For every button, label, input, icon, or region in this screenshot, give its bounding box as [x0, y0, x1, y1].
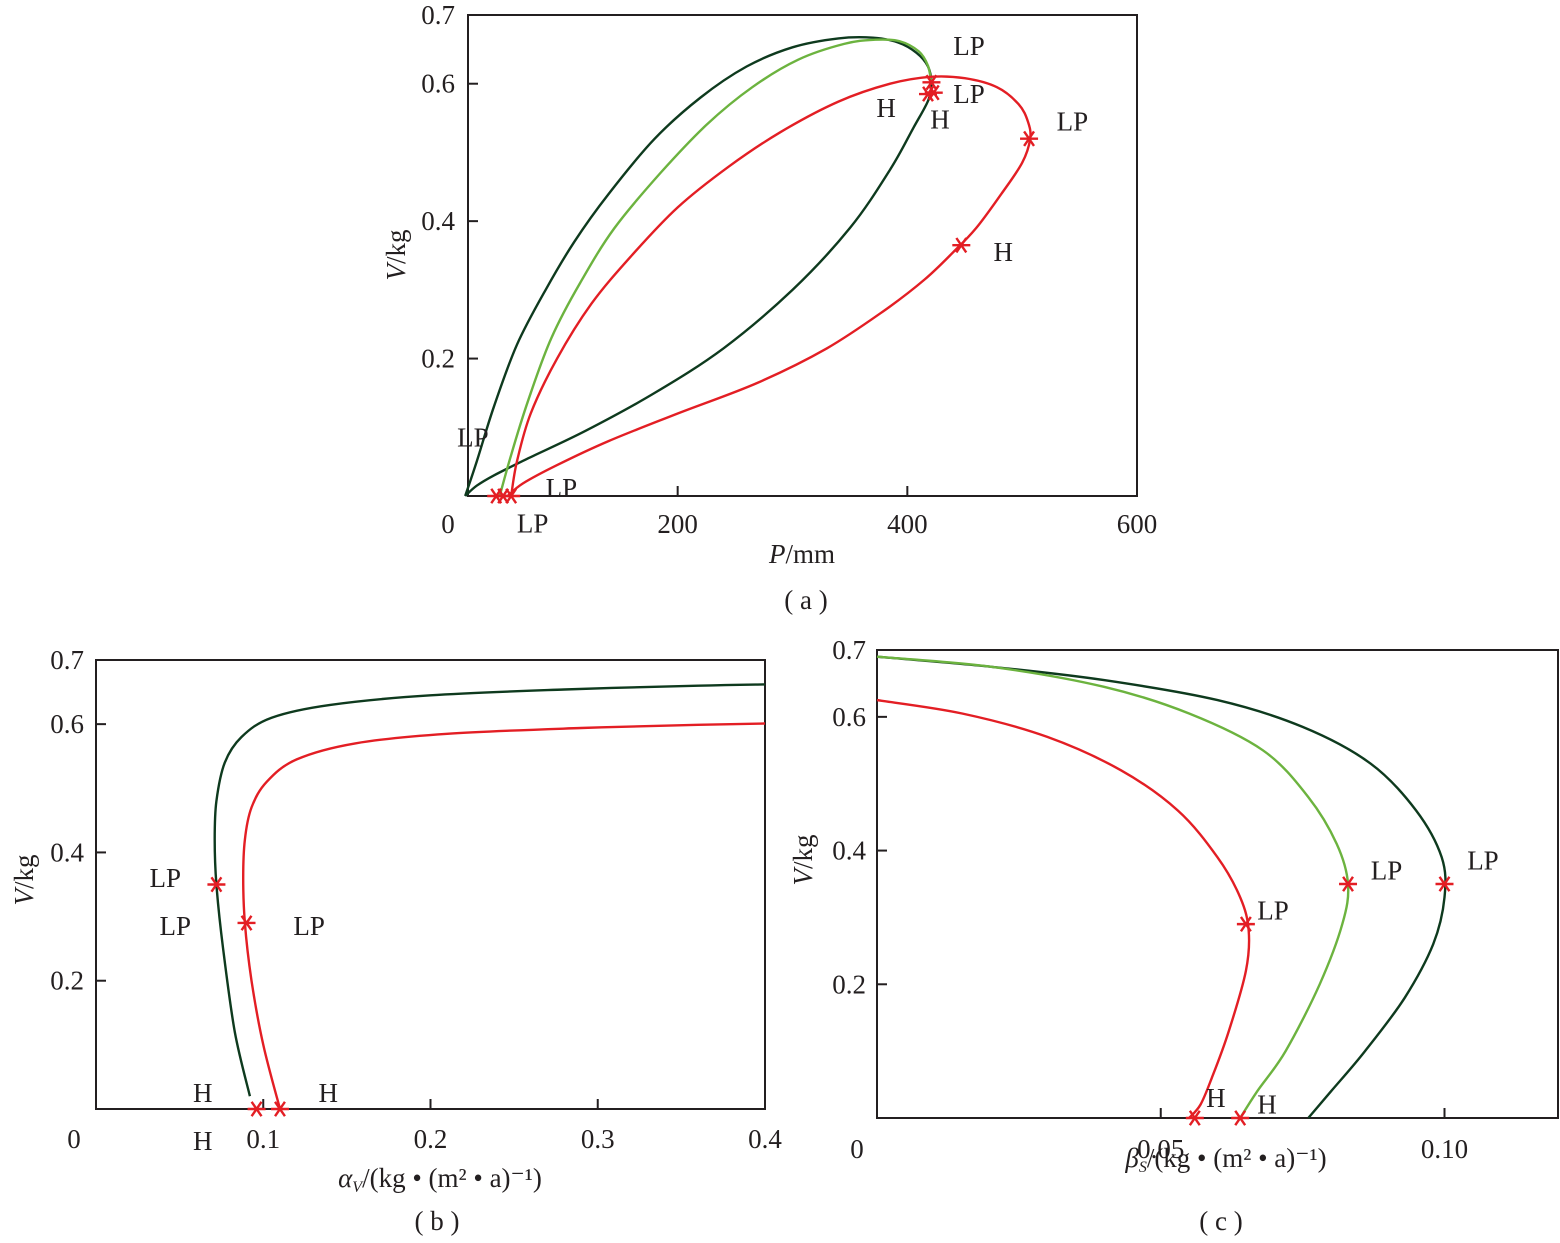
panel-b-series-dark-green-line [213, 683, 766, 1097]
panel-a-y-tick-label: 0.4 [421, 206, 455, 236]
panel-c-curves [876, 655, 1447, 1119]
panel-c-y-axis-label: V/kg [788, 834, 818, 885]
panel-a-point-label: LP [457, 423, 489, 453]
panel-b-x-tick-label: 0 [67, 1124, 81, 1154]
panel-b-asterisk-marker [247, 1101, 266, 1117]
panel-c-ticks [877, 715, 1446, 1118]
panel-c-x-tick-label: 0 [850, 1134, 864, 1164]
panel-c-asterisk-marker [1231, 1110, 1250, 1126]
panel-a-asterisk-marker [924, 84, 943, 101]
panel-a-asterisk-marker [1020, 130, 1039, 147]
panel-c-asterisk-marker [1185, 1110, 1204, 1126]
panel-b-asterisk-marker [270, 1101, 289, 1117]
panel-b-curves [213, 683, 766, 1110]
panel-c-frame [876, 649, 1559, 1119]
panel-b-y-tick-label: 0.6 [50, 709, 84, 739]
panel-b-x-tick-label: 0.3 [581, 1124, 615, 1154]
panel-b-x-tick-label: 0.1 [246, 1124, 280, 1154]
panel-c-series-red-line [876, 698, 1251, 1119]
panel-b-x-tick-label: 0.2 [414, 1124, 448, 1154]
panel-c-series-dark-green-line [876, 655, 1447, 1119]
panel-c-caption: ( c ) [1199, 1206, 1242, 1236]
panel-b-point-label: H [318, 1078, 338, 1108]
panel-a-y-tick-label: 0.2 [421, 344, 455, 374]
panel-a-point-label: H [993, 237, 1013, 267]
panel-b-caption: ( b ) [415, 1206, 460, 1236]
panel-c-x-axis-label: βS/(kg • (m² • a)⁻¹) [1124, 1143, 1326, 1176]
panel-c-y-tick-label: 0.6 [832, 702, 866, 732]
panel-b-point-label: H [193, 1126, 213, 1156]
panel-c-y-tick-label: 0.4 [832, 836, 866, 866]
panel-a-point-label: LP [1057, 107, 1089, 137]
panel-a-point-label: LP [546, 473, 578, 503]
panel-a-series-red-line [506, 75, 1032, 497]
panel-b-tick-labels: 0 0.1 0.2 0.3 0.4 0.2 0.4 0.6 0.7 [50, 645, 782, 1154]
panel-c-point-label: H [1206, 1083, 1226, 1113]
panel-b-markers [207, 876, 289, 1117]
panel-a-asterisk-marker [952, 237, 971, 254]
panel-c-point-label: H [1257, 1090, 1277, 1120]
panel-a-x-tick-label: 200 [657, 509, 698, 539]
panel-a-point-label: H [930, 104, 950, 134]
panel-a-y-tick-label: 0.7 [421, 0, 455, 30]
panel-a-point-label: LP [953, 31, 985, 61]
panel-a-x-tick-label: 600 [1117, 509, 1158, 539]
panel-a-markers [487, 74, 1039, 504]
panel-a-tick-labels: 0 200 400 600 0.2 0.4 0.6 0.7 [421, 0, 1157, 539]
panel-b-y-tick-label: 0.2 [50, 966, 84, 996]
panel-c-y-tick-label: 0.2 [832, 969, 866, 999]
panel-a-series-dark-green-line [464, 35, 933, 497]
panel-a-asterisk-marker [922, 74, 941, 91]
panel-a-point-label: LP [517, 508, 549, 538]
panel-c-x-tick-label: 0.05 [1137, 1134, 1184, 1164]
panel-a-point-label: LP [953, 79, 985, 109]
panel-b-ticks [96, 723, 766, 1109]
panel-b-point-label: H [193, 1078, 213, 1108]
panel-c-y-tick-label: 0.7 [832, 635, 866, 665]
panel-a-x-axis-label: P/mm [768, 539, 835, 569]
panel-b-frame [95, 659, 766, 1110]
panel-b-y-axis-label: V/kg [9, 854, 39, 905]
panel-b-y-tick-label: 0.4 [50, 837, 84, 867]
panel-c: 0 0.05 0.10 0.2 0.4 0.6 0.7 LP LP LP H H βS/(kg • … [788, 635, 1559, 1236]
panel-c-annotations: LP LP LP H H [1206, 846, 1499, 1120]
panel-c-asterisk-marker [1435, 876, 1454, 892]
panel-c-point-label: LP [1467, 846, 1499, 876]
panel-a-caption: ( a ) [784, 585, 827, 615]
panel-a-y-axis-label: V/kg [381, 229, 411, 280]
panel-c-markers [1185, 876, 1454, 1126]
panel-a-curves [464, 35, 1032, 497]
panel-c-series-light-green-line [876, 655, 1350, 1119]
panel-a-y-tick-label: 0.6 [421, 69, 455, 99]
panel-c-asterisk-marker [1236, 916, 1255, 932]
panel-b-asterisk-marker [207, 876, 226, 893]
panel-c-point-label: LP [1371, 856, 1403, 886]
panel-b-point-label: LP [293, 911, 325, 941]
panel-b-point-label: LP [150, 863, 182, 893]
panel-b-point-label: LP [160, 911, 192, 941]
panel-a-point-label: H [876, 93, 896, 123]
panel-a-frame [467, 14, 1138, 497]
panel-b-x-tick-label: 0.4 [748, 1124, 782, 1154]
panel-a-series-light-green-line [498, 38, 933, 497]
panel-b-series-red-line [241, 722, 766, 1110]
panel-a-ticks [468, 82, 1138, 496]
panel-b-x-axis-label: αV/(kg • (m² • a)⁻¹) [338, 1163, 542, 1196]
panel-c-point-label: LP [1257, 896, 1289, 926]
panel-c-tick-labels: 0 0.05 0.10 0.2 0.4 0.6 0.7 [832, 635, 1468, 1164]
panel-c-asterisk-marker [1339, 876, 1358, 892]
panel-a-x-tick-label: 400 [887, 509, 928, 539]
panel-b-y-tick-label: 0.7 [50, 645, 84, 675]
panel-b-asterisk-marker [237, 915, 256, 931]
panel-c-x-tick-label: 0.10 [1421, 1134, 1468, 1164]
panel-a-x-tick-label: 0 [441, 509, 455, 539]
panel-a-asterisk-marker [502, 488, 521, 504]
